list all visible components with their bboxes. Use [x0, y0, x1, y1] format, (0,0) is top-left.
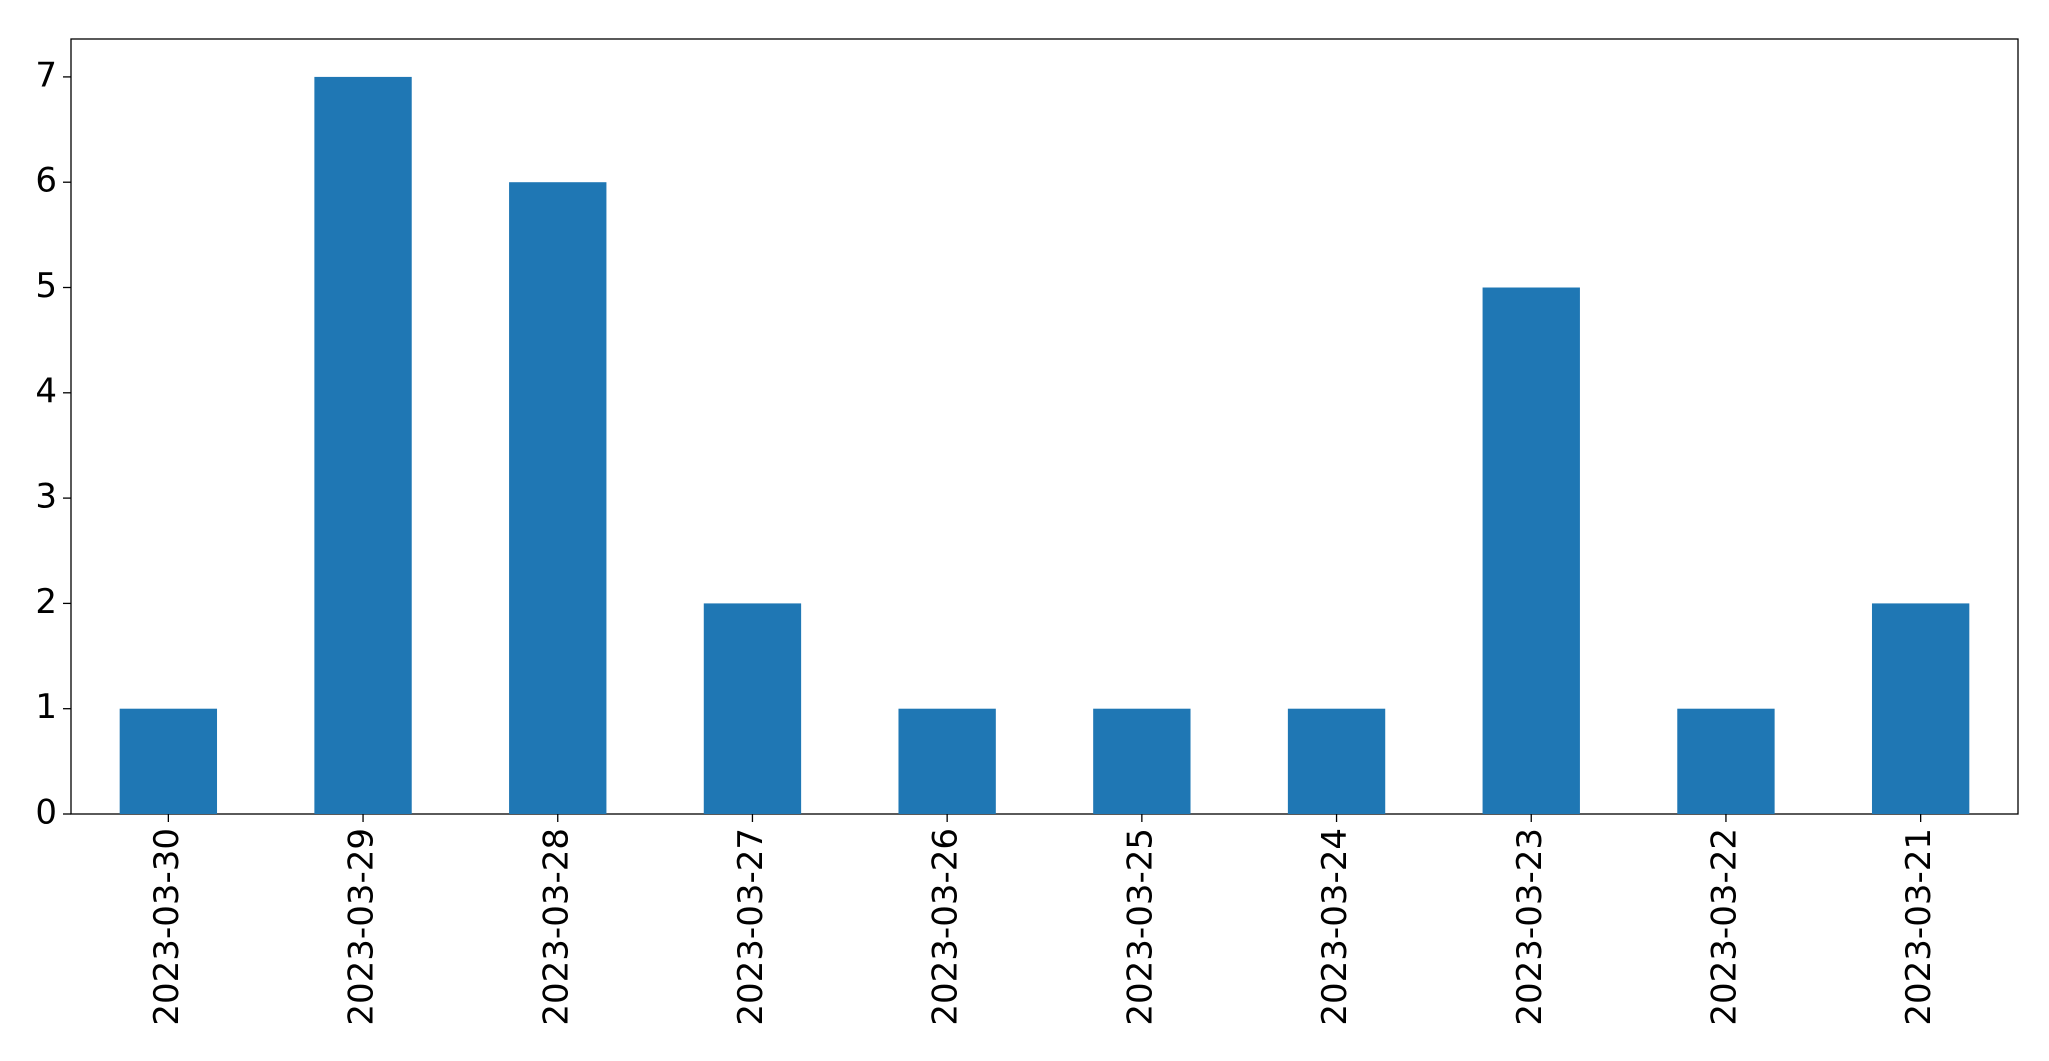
- x-tick-label: 2023-03-25: [1120, 828, 1160, 1026]
- y-tick-label: 5: [35, 266, 57, 306]
- y-tick-label: 0: [35, 793, 57, 833]
- y-tick-label: 2: [35, 582, 57, 622]
- x-tick-label: 2023-03-21: [1899, 828, 1939, 1026]
- x-tick-label: 2023-03-24: [1315, 828, 1355, 1026]
- y-tick-label: 6: [35, 161, 57, 201]
- plot-frame: [70, 38, 2019, 815]
- bar: [1287, 708, 1386, 814]
- bar: [1871, 603, 1970, 814]
- x-tick-label: 2023-03-30: [147, 828, 187, 1026]
- x-tick-label: 2023-03-29: [342, 828, 382, 1026]
- y-tick-label: 1: [35, 687, 57, 727]
- bar: [1677, 708, 1775, 814]
- x-tick-label: 2023-03-28: [536, 828, 576, 1026]
- bar: [314, 76, 412, 815]
- x-tick-label: 2023-03-22: [1704, 828, 1744, 1026]
- y-tick-label: 7: [35, 55, 57, 95]
- bar: [1093, 708, 1191, 814]
- bar: [703, 603, 802, 814]
- y-tick-label: 3: [35, 477, 57, 517]
- x-tick-label: 2023-03-23: [1510, 828, 1550, 1026]
- x-tick-label: 2023-03-26: [926, 828, 966, 1026]
- bar: [1482, 287, 1580, 814]
- x-tick-label: 2023-03-27: [731, 828, 771, 1026]
- bar: [509, 182, 607, 814]
- y-tick-label: 4: [35, 371, 57, 411]
- bar: [898, 708, 996, 814]
- bar: [119, 708, 218, 814]
